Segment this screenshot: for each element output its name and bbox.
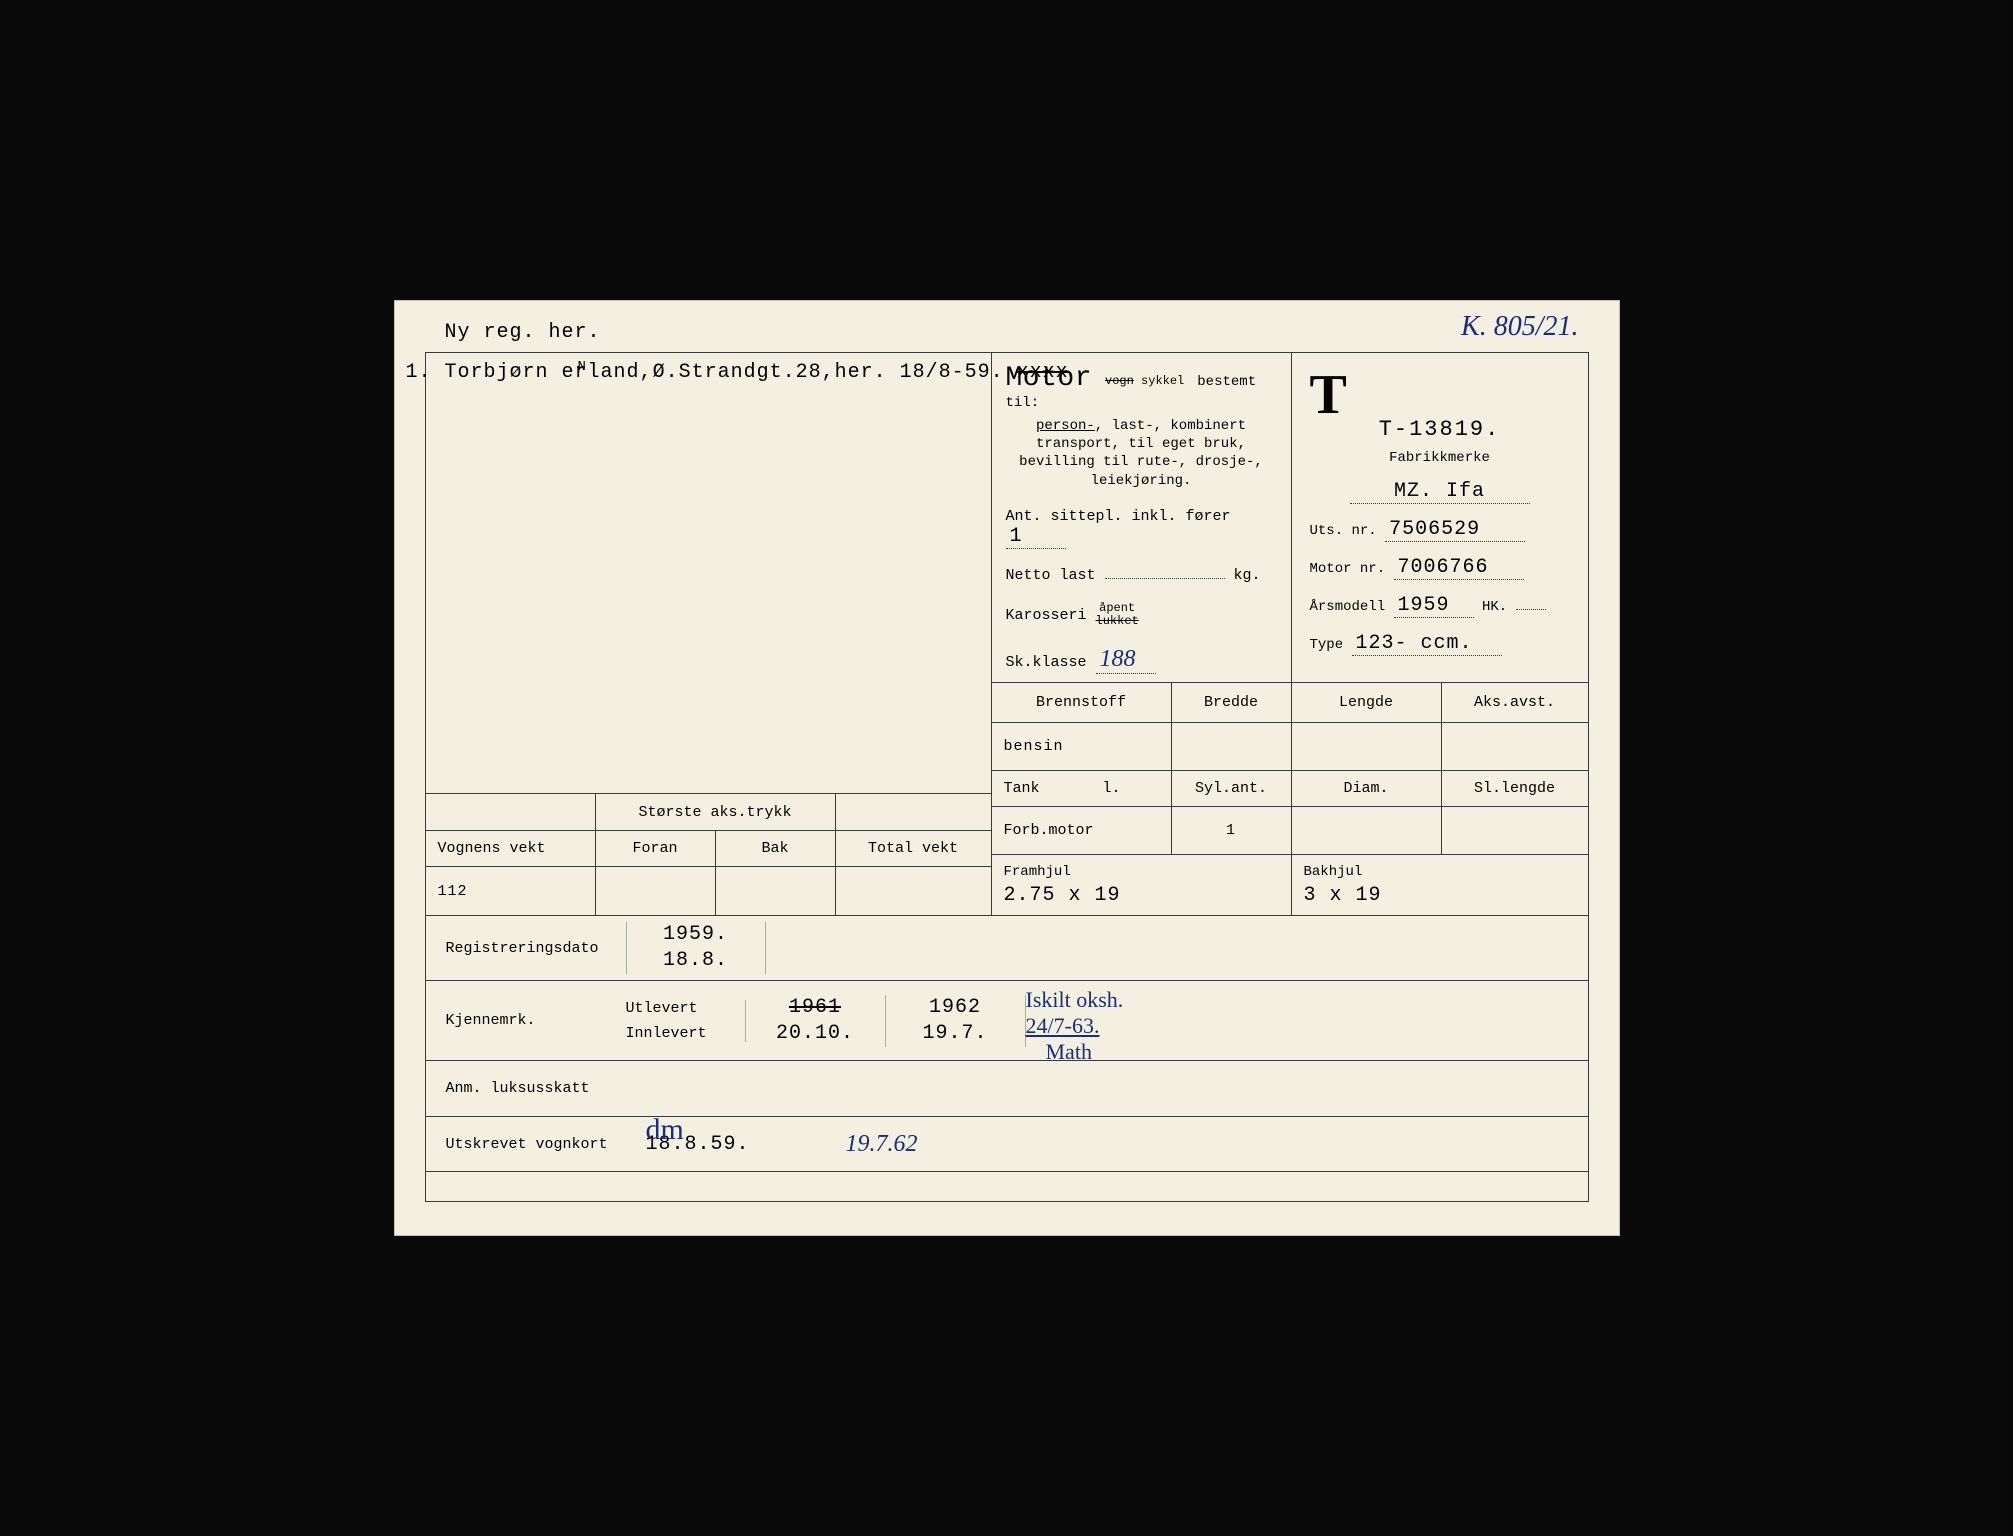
bakhjul-value: 3 x 19 — [1304, 884, 1576, 907]
skklasse-value: 188 — [1096, 646, 1156, 674]
owner-prefix: 1. — [406, 361, 432, 384]
type-value: 123- ccm. — [1352, 632, 1502, 656]
motor-section: Motor vogn sykkel bestemt til: person-, … — [991, 353, 1291, 683]
utskrevet-hw: 19.7.62 — [846, 1131, 918, 1158]
sllengde-label: Sl.lengde — [1442, 771, 1588, 806]
card-frame: 1. N Torbjørn erland,Ø.Strandgt.28,her. … — [425, 352, 1589, 1202]
signature-hw: dm — [646, 1113, 684, 1147]
hw-annotation-2: 24/7-63. — [1026, 1013, 1100, 1039]
seats-value: 1 — [1006, 525, 1066, 549]
weight-grid: Største aks.trykk Vognens vekt Foran Bak… — [426, 793, 991, 915]
motor-description: person-, last-, kombinert transport, til… — [1006, 417, 1277, 490]
skklasse-row: Sk.klasse 188 — [1006, 646, 1277, 674]
owner-sup: N — [578, 359, 587, 375]
owner-line: 1. N Torbjørn erland,Ø.Strandgt.28,her. … — [406, 361, 1069, 384]
karosseri-row: Karosseri åpent lukket — [1006, 602, 1277, 628]
motor-title: Motor — [1006, 363, 1093, 394]
anm-row: Anm. luksusskatt — [426, 1060, 1588, 1116]
vognvekt-label: Vognens vekt — [426, 831, 596, 866]
karosseri-fraction: åpent lukket — [1096, 602, 1139, 628]
foran-label: Foran — [596, 831, 716, 866]
regdato-row: Registreringsdato 1959. 18.8. — [426, 915, 1588, 980]
framhjul-value: 2.75 x 19 — [1004, 884, 1279, 907]
utskrevet-row: Utskrevet vognkort 18.8.59. dm 19.7.62 — [426, 1116, 1588, 1172]
aksavst-label: Aks.avst. — [1442, 683, 1588, 722]
spec-grid: Brennstoff Bredde Lengde Aks.avst. bensi… — [991, 683, 1588, 915]
reg-number: T-13819. — [1310, 417, 1570, 442]
brennstoff-value: bensin — [992, 723, 1172, 770]
hw-annotation-1: Iskilt oksh. — [1026, 987, 1124, 1013]
registration-card: Ny reg. her. K. 805/21. 1. N Torbjørn er… — [394, 300, 1620, 1236]
totalvekt-label: Total vekt — [836, 831, 991, 866]
registration-section: T T-13819. Fabrikkmerke MZ. Ifa Uts. nr.… — [1291, 353, 1588, 683]
diam-label: Diam. — [1292, 771, 1442, 806]
motornr-value: 7006766 — [1394, 556, 1524, 580]
vognvekt-value: 112 — [426, 867, 596, 915]
fabrikkmerke-value: MZ. Ifa — [1350, 480, 1530, 504]
forb-value: 1 — [1172, 807, 1292, 854]
owner-name: Torbjørn erland,Ø.Strandgt.28,her. — [445, 361, 887, 384]
kjennemrk-row: Kjennemrk. Utlevert Innlevert 1961 20.10… — [426, 980, 1588, 1060]
top-right-annotation: K. 805/21. — [1461, 311, 1578, 343]
forb-label: Forb.motor — [992, 807, 1172, 854]
arsmodell-value: 1959 — [1394, 594, 1474, 618]
brennstoff-label: Brennstoff — [992, 683, 1172, 722]
bredde-label: Bredde — [1172, 683, 1292, 722]
motor-fraction: vogn sykkel — [1105, 375, 1184, 387]
uts-value: 7506529 — [1385, 518, 1525, 542]
netto-row: Netto last kg. — [1006, 567, 1277, 584]
owner-date: 18/8-59. — [900, 361, 1004, 384]
bak-label: Bak — [716, 831, 836, 866]
seats-row: Ant. sittepl. inkl. fører 1 — [1006, 508, 1277, 549]
header-note: Ny reg. her. — [445, 321, 1589, 344]
lengde-label: Lengde — [1292, 683, 1442, 722]
bottom-section: Registreringsdato 1959. 18.8. Kjennemrk.… — [426, 915, 1588, 1172]
fabrikkmerke-label: Fabrikkmerke — [1310, 450, 1570, 466]
aks-label: Største aks.trykk — [596, 794, 836, 830]
syl-label: Syl.ant. — [1172, 771, 1292, 806]
